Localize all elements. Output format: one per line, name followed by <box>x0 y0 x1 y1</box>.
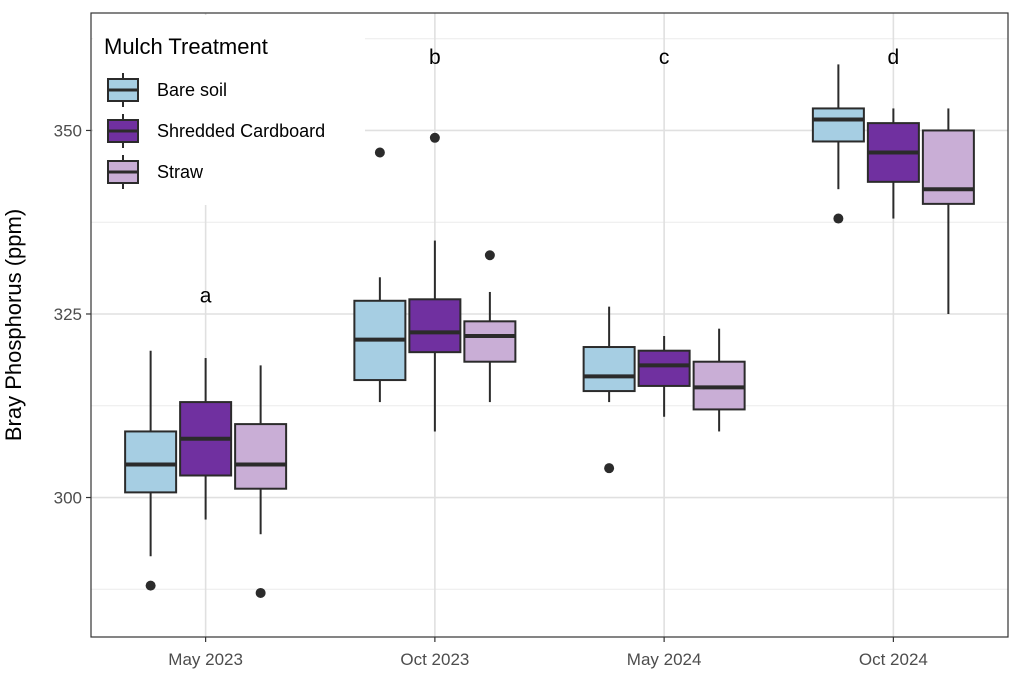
box-bare-soil <box>811 64 865 224</box>
box-bare-soil <box>353 147 407 403</box>
outlier-point <box>833 213 844 224</box>
legend-label: Bare soil <box>157 80 227 100</box>
outlier-point <box>374 147 385 158</box>
box-iqr <box>811 107 865 143</box>
legend-label: Straw <box>157 162 204 182</box>
annotation-letter: a <box>200 285 212 308</box>
box-iqr <box>408 298 462 354</box>
outlier-point <box>604 463 615 474</box>
box-iqr <box>234 423 288 490</box>
annotation-letter: d <box>888 46 900 69</box>
legend-label: Shredded Cardboard <box>157 121 325 141</box>
outlier-point <box>429 132 440 143</box>
annotation-letter: b <box>429 46 441 69</box>
x-tick-label: May 2024 <box>627 650 702 669</box>
box-iqr <box>582 346 636 393</box>
box-straw <box>692 328 746 432</box>
box-straw <box>921 108 975 314</box>
box-bare-soil <box>124 350 178 591</box>
y-tick-label: 325 <box>54 305 82 324</box>
outlier-point <box>145 580 156 591</box>
y-tick-label: 300 <box>54 489 82 508</box>
plot-border <box>90 12 1009 638</box>
box-series <box>124 64 975 598</box>
legend-item: Shredded Cardboard <box>107 114 325 148</box>
y-axis-ticks: 300 325 350 <box>54 121 91 508</box>
x-tick-label: Oct 2024 <box>859 650 928 669</box>
legend-item: Straw <box>107 155 204 189</box>
box-straw <box>234 365 288 598</box>
box-shredded-cardboard <box>179 358 233 520</box>
box-shredded-cardboard <box>866 108 920 219</box>
x-tick-label: Oct 2023 <box>400 650 469 669</box>
box-iqr <box>921 129 975 205</box>
box-shredded-cardboard <box>637 336 691 417</box>
box-iqr <box>463 320 517 363</box>
annotation-letter: c <box>659 46 670 69</box>
y-axis-title: Bray Phosphorus (ppm) <box>1 209 26 441</box>
significance-annotations: a b c d <box>200 46 899 308</box>
legend: Mulch Treatment Bare soil Shredded Cardbo… <box>93 15 365 205</box>
box-shredded-cardboard <box>408 132 462 432</box>
outlier-point <box>484 250 495 261</box>
box-straw <box>463 250 517 403</box>
box-iqr <box>124 430 178 494</box>
outlier-point <box>255 587 266 598</box>
legend-item: Bare soil <box>107 73 227 107</box>
legend-title: Mulch Treatment <box>104 34 268 59</box>
x-tick-label: May 2023 <box>168 650 243 669</box>
box-iqr <box>637 349 691 387</box>
x-axis-ticks: May 2023 Oct 2023 May 2024 Oct 2024 <box>168 637 928 669</box>
legend-items: Bare soil Shredded Cardboard Straw <box>107 73 325 189</box>
box-bare-soil <box>582 306 636 474</box>
y-tick-label: 350 <box>54 121 82 140</box>
